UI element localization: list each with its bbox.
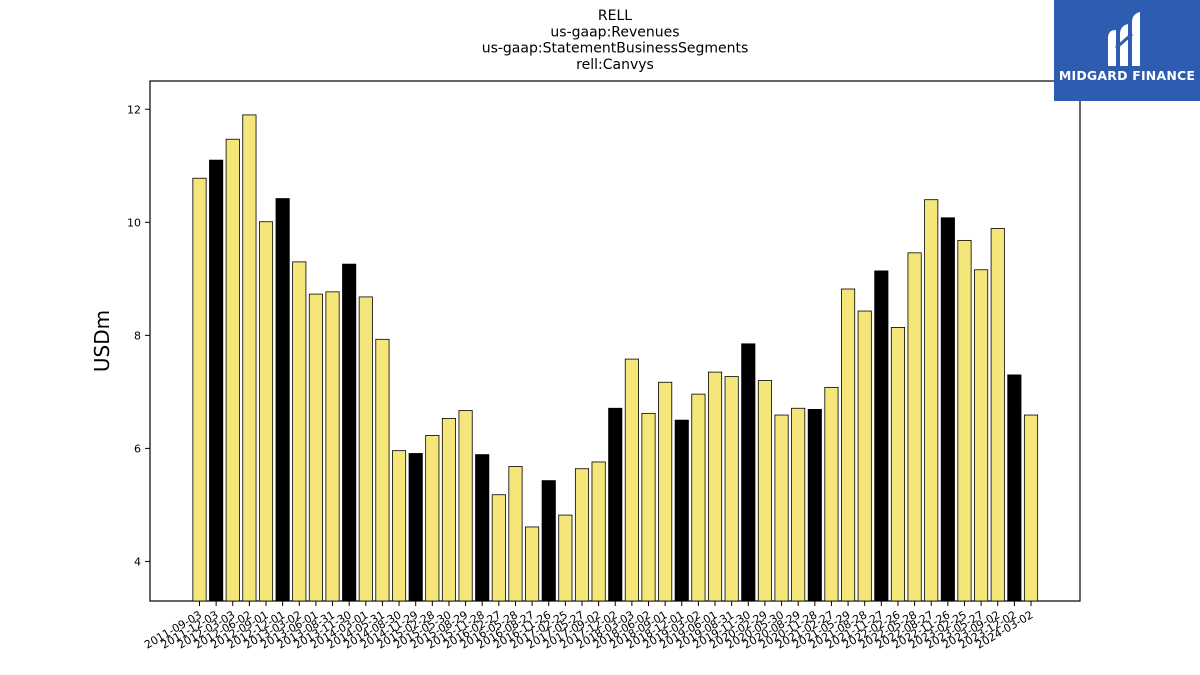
bar [258, 221, 274, 602]
y-tick-label: 4 [134, 555, 141, 568]
bar [990, 228, 1005, 602]
bar [475, 454, 490, 602]
bar [242, 114, 257, 602]
y-tick-label: 12 [127, 103, 141, 116]
midgard-finance-logo: MIDGARD FINANCE [1054, 0, 1200, 101]
y-axis-label: USDm [90, 310, 114, 372]
bar [392, 450, 407, 602]
bar [308, 293, 323, 602]
bar [591, 461, 606, 602]
y-tick-label: 10 [127, 216, 141, 229]
bar [874, 270, 889, 602]
chart-title: RELLus-gaap:Revenuesus-gaap:StatementBus… [482, 8, 749, 73]
bar [757, 380, 772, 602]
bar [857, 310, 872, 602]
bar [425, 434, 440, 602]
bar [774, 414, 789, 602]
bar [1007, 374, 1022, 602]
bar [325, 291, 340, 602]
bar [824, 386, 839, 602]
bar [408, 453, 423, 602]
bar [441, 418, 456, 602]
bar [525, 526, 540, 602]
bar [724, 376, 739, 602]
chart-title-line: rell:Canvys [576, 57, 654, 73]
y-tick-label: 6 [134, 442, 141, 455]
bar [807, 408, 822, 602]
y-tick-label: 8 [134, 329, 141, 342]
bar [558, 514, 573, 602]
bar [458, 410, 473, 602]
bar [508, 466, 523, 602]
bar [342, 263, 357, 602]
bar [691, 393, 706, 602]
bar [358, 296, 373, 602]
bar [791, 407, 806, 602]
y-axis: 4 6 8 10 12 [127, 103, 150, 568]
bar [624, 358, 639, 602]
bar [674, 419, 689, 602]
bar [641, 412, 656, 602]
bar [225, 138, 240, 602]
bar [541, 480, 556, 602]
bar [741, 343, 756, 602]
bar [292, 261, 307, 602]
chart-title-line: us-gaap:StatementBusinessSegments [482, 41, 749, 57]
bar [890, 327, 906, 602]
bar-series [192, 114, 1039, 602]
bar [658, 381, 673, 602]
bar [974, 269, 989, 602]
bar [192, 177, 207, 602]
chart-title-line: RELL [598, 8, 632, 24]
bar [574, 468, 590, 602]
bar [375, 338, 390, 602]
midgard-logo-icon [1108, 12, 1140, 66]
bar [957, 239, 972, 602]
logo-text: MIDGARD FINANCE [1058, 68, 1196, 83]
bar [275, 198, 290, 602]
bar [841, 288, 856, 602]
bar [940, 217, 955, 602]
bar [209, 159, 224, 602]
bar [907, 252, 922, 602]
bar [491, 494, 506, 602]
bar [1023, 414, 1039, 602]
x-axis: 2011-09-032011-12-032012-03-032012-06-02… [142, 601, 1036, 652]
chart-title-line: us-gaap:Revenues [550, 24, 679, 40]
bar [608, 407, 623, 602]
bar [707, 371, 723, 602]
bar [924, 199, 939, 602]
